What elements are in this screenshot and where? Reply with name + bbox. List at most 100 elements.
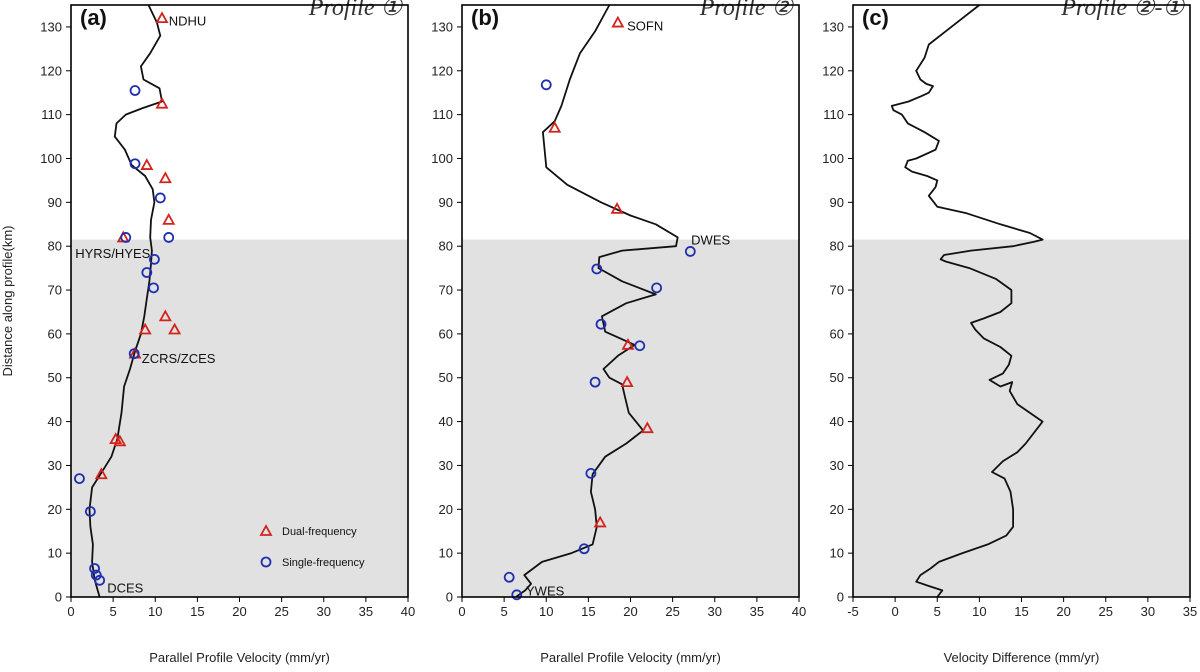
y-tick-label: 100 (822, 151, 844, 166)
y-tick-label: 10 (48, 546, 62, 561)
x-tick-label: 10 (539, 604, 553, 619)
x-tick-label: 30 (708, 604, 722, 619)
single-frequency-point (163, 232, 175, 243)
legend-triangle-icon (259, 524, 273, 536)
y-tick-label: 120 (431, 63, 453, 78)
y-tick-label: 50 (48, 370, 62, 385)
y-tick-label: 130 (40, 19, 62, 34)
x-tick-label: 35 (1183, 604, 1197, 619)
panel-label: (b) (471, 5, 499, 30)
y-tick-label: 30 (439, 458, 453, 473)
y-tick-label: 70 (48, 283, 62, 298)
y-axis-label: Distance along profile(km) (0, 225, 15, 376)
panel-title-word: Profile (1060, 0, 1133, 21)
dual-frequency-point (94, 467, 108, 480)
x-tick-label: 10 (148, 604, 162, 619)
single-frequency-point (120, 232, 132, 243)
y-tick-label: 60 (439, 326, 453, 341)
dual-frequency-point (610, 202, 624, 214)
single-frequency-point (595, 318, 607, 330)
x-tick-label: 0 (67, 604, 74, 619)
dual-frequency-point (640, 421, 654, 434)
station-label: SOFN (627, 19, 663, 34)
y-tick-label: 40 (48, 414, 62, 429)
y-tick-label: 100 (40, 151, 62, 166)
y-tick-label: 40 (439, 414, 453, 429)
dual-frequency-point (620, 375, 634, 388)
dual-frequency-point (155, 96, 169, 109)
station-label: NDHU (169, 13, 207, 28)
y-tick-label: 80 (830, 239, 844, 254)
single-frequency-point (94, 574, 106, 586)
single-frequency-point (511, 589, 523, 601)
panel-b: 0 5 10 15 20 25 30 35 40 0 10 20 30 40 50 60 70 80 90 100 11… (431, 0, 806, 665)
y-tick-label: 110 (41, 107, 62, 122)
panel-title-symbol: ②-① (1133, 0, 1186, 21)
single-frequency-point (148, 282, 159, 294)
dual-frequency-point (138, 322, 152, 335)
x-tick-label: -5 (847, 604, 859, 619)
single-frequency-point (634, 340, 646, 352)
x-tick-label: 15 (190, 604, 204, 619)
panel-title: Profile ① (308, 0, 404, 21)
x-tick-label: 20 (1056, 604, 1070, 619)
y-tick-label: 100 (431, 151, 453, 166)
y-tick-label: 10 (830, 546, 844, 561)
x-tick-label: 25 (274, 604, 288, 619)
legend-label: Dual-frequency (282, 526, 357, 538)
panel-title-symbol: ② (771, 0, 794, 21)
single-frequency-point (578, 543, 590, 555)
x-tick-label: 5 (934, 604, 941, 619)
y-tick-label: 0 (837, 590, 844, 605)
y-tick-label: 30 (48, 458, 62, 473)
y-tick-label: 0 (446, 590, 453, 605)
x-tick-label: 15 (581, 604, 595, 619)
single-frequency-point (684, 246, 696, 257)
x-tick-label: 25 (1099, 604, 1113, 619)
station-label: YWES (526, 583, 565, 598)
y-tick-label: 110 (432, 107, 453, 122)
x-tick-label: 5 (110, 604, 117, 619)
y-tick-label: 90 (830, 195, 844, 210)
single-frequency-point (89, 563, 100, 574)
single-frequency-point (154, 192, 166, 204)
single-frequency-point (74, 473, 85, 485)
dual-frequency-point (140, 158, 154, 170)
y-tick-label: 20 (48, 502, 62, 517)
dual-frequency-point (621, 337, 635, 350)
y-tick-label: 80 (439, 239, 453, 254)
y-tick-label: 120 (40, 63, 62, 78)
x-tick-label: 0 (892, 604, 899, 619)
single-frequency-point (141, 267, 153, 278)
x-tick-label: 20 (623, 604, 637, 619)
panel-title: Profile ②-① (1060, 0, 1185, 21)
single-frequency-point (589, 376, 601, 388)
legend-circle-icon (260, 556, 272, 568)
single-frequency-point (540, 79, 552, 91)
velocity-profile-curve (890, 4, 1044, 598)
y-tick-label: 60 (830, 326, 844, 341)
x-tick-label: 10 (972, 604, 986, 619)
single-frequency-point (84, 506, 96, 517)
y-tick-label: 20 (830, 502, 844, 517)
single-frequency-point (129, 85, 141, 96)
y-tick-label: 90 (48, 195, 62, 210)
velocity-profile-curve (88, 4, 163, 598)
station-label: HYRS/HYES (75, 246, 150, 261)
single-frequency-point (585, 467, 597, 479)
y-tick-label: 70 (439, 283, 453, 298)
x-axis-label: Velocity Difference (mm/yr) (944, 650, 1100, 665)
panel-c: -5 0 5 10 15 20 25 30 35010203040506070809010011… (822, 0, 1197, 665)
x-tick-label: 35 (359, 604, 373, 619)
plot-frame (461, 4, 800, 598)
x-tick-label: 20 (232, 604, 246, 619)
dual-frequency-point (158, 171, 172, 184)
y-tick-label: 80 (48, 239, 62, 254)
dual-frequency-point (155, 11, 169, 24)
y-tick-label: 0 (55, 590, 62, 605)
dual-frequency-point (113, 434, 127, 447)
y-tick-label: 40 (830, 414, 844, 429)
station-label: DCES (107, 580, 143, 595)
y-tick-label: 50 (439, 370, 453, 385)
